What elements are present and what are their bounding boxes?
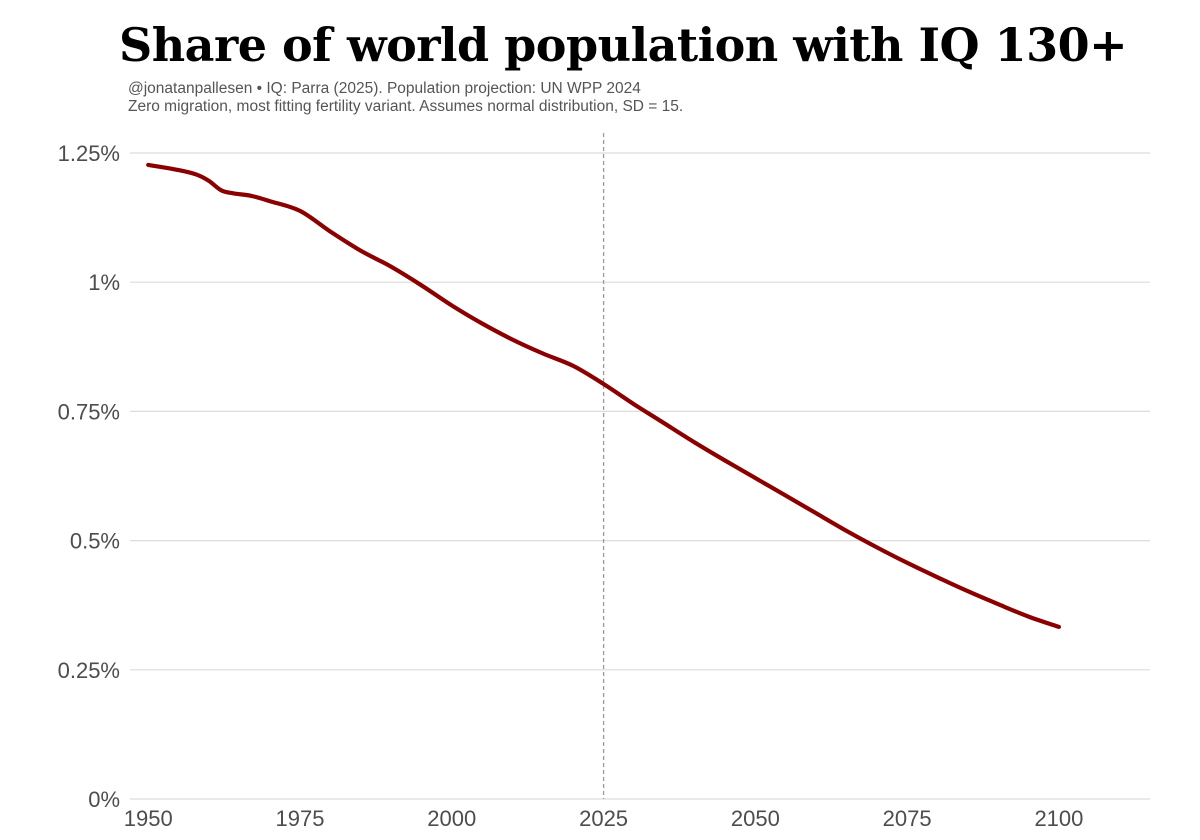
x-tick-label: 1950 bbox=[124, 806, 173, 831]
gridlines bbox=[130, 152, 1150, 800]
x-tick-label: 2075 bbox=[883, 806, 932, 831]
y-tick-label: 1.25% bbox=[58, 141, 120, 166]
chart-title: Share of world population with IQ 130+ bbox=[119, 18, 1128, 72]
chart-subtitle-source: @jonatanpallesen • IQ: Parra (2025). Pop… bbox=[128, 80, 641, 97]
series-line bbox=[146, 162, 1061, 629]
y-tick-label: 0.25% bbox=[58, 658, 120, 683]
series-group bbox=[146, 162, 1061, 629]
y-tick-label: 0.75% bbox=[58, 399, 120, 424]
x-tick-label: 2050 bbox=[731, 806, 780, 831]
chart-subtitle-assumptions: Zero migration, most fitting fertility v… bbox=[128, 98, 684, 115]
x-axis: 1950 1975 2000 2025 2050 2075 2100 bbox=[124, 806, 1084, 831]
x-tick-label: 1975 bbox=[276, 806, 325, 831]
y-tick-label: 0.5% bbox=[70, 529, 120, 554]
x-tick-label: 2025 bbox=[579, 806, 628, 831]
x-tick-label: 2100 bbox=[1034, 806, 1083, 831]
y-tick-label: 0% bbox=[88, 787, 120, 812]
y-tick-label: 1% bbox=[88, 270, 120, 295]
y-axis: 0% 0.25% 0.5% 0.75% 1% 1.25% bbox=[58, 141, 120, 812]
x-tick-label: 2000 bbox=[427, 806, 476, 831]
